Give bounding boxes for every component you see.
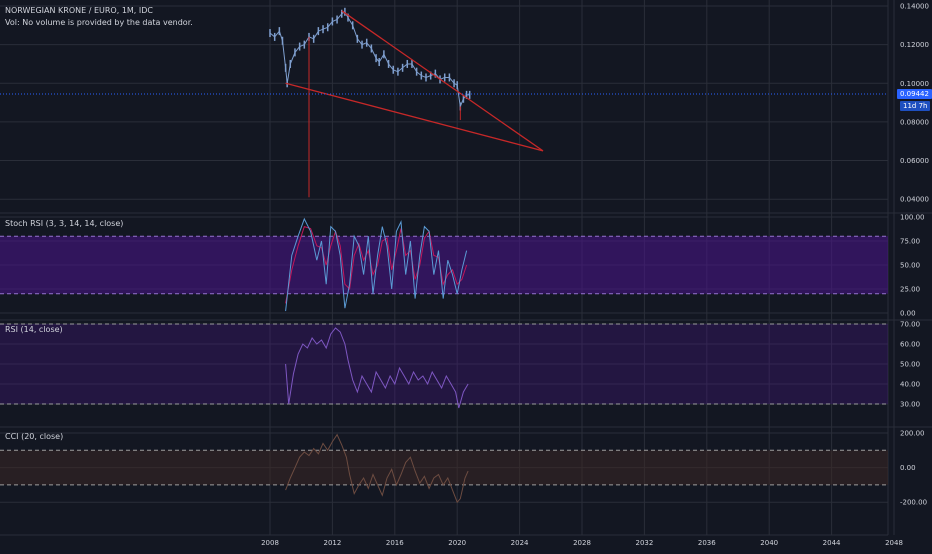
cci-tick-label: 200.00 (900, 430, 925, 438)
last-price-tag: 0.09442 (897, 89, 932, 99)
price-tick-label: 0.06000 (900, 157, 929, 165)
stoch-tick-label: 0.00 (900, 310, 916, 318)
stoch-tick-label: 100.00 (900, 214, 925, 222)
countdown-tag: 11d 7h (900, 101, 931, 111)
x-tick-label: 2028 (573, 539, 591, 547)
cci-tick-label: -200.00 (900, 499, 927, 507)
cci-band (0, 450, 888, 485)
stoch-rsi-title[interactable]: Stoch RSI (3, 3, 14, 14, close) (5, 219, 124, 228)
price-tick-label: 0.10000 (900, 80, 929, 88)
x-tick-label: 2008 (261, 539, 279, 547)
rsi-tick-label: 50.00 (900, 361, 920, 369)
rsi-band (0, 324, 888, 404)
stoch-k-line (285, 217, 468, 312)
cci-tick-label: 0.00 (900, 464, 916, 472)
rsi-tick-label: 60.00 (900, 341, 920, 349)
rsi-tick-label: 40.00 (900, 381, 920, 389)
rsi-tick-label: 70.00 (900, 321, 920, 329)
stoch-tick-label: 25.00 (900, 286, 920, 294)
x-tick-label: 2020 (448, 539, 466, 547)
rsi-title[interactable]: RSI (14, close) (5, 325, 63, 334)
x-tick-label: 2040 (760, 539, 778, 547)
price-line (269, 11, 470, 109)
price-tick-label: 0.08000 (900, 118, 929, 126)
price-tick-label: 0.04000 (900, 196, 929, 204)
stoch-tick-label: 75.00 (900, 238, 920, 246)
volume-note: Vol: No volume is provided by the data v… (5, 18, 193, 27)
x-tick-label: 2012 (323, 539, 341, 547)
rsi-tick-label: 30.00 (900, 401, 920, 409)
x-tick-label: 2016 (386, 539, 404, 547)
price-tick-label: 0.14000 (900, 3, 929, 11)
stoch-band (0, 236, 888, 294)
price-tick-label: 0.12000 (900, 41, 929, 49)
x-tick-label: 2036 (698, 539, 716, 547)
x-tick-label: 2048 (885, 539, 903, 547)
symbol-title: NORWEGIAN KRONE / EURO, 1M, IDC (5, 6, 153, 15)
x-tick-label: 2044 (823, 539, 841, 547)
x-tick-label: 2032 (635, 539, 653, 547)
trendline-1 (285, 82, 544, 152)
cci-line (285, 433, 469, 504)
cci-title[interactable]: CCI (20, close) (5, 432, 64, 441)
rsi-line (285, 327, 469, 409)
trendline-0 (341, 10, 544, 152)
stoch-tick-label: 50.00 (900, 262, 920, 270)
x-tick-label: 2024 (511, 539, 529, 547)
